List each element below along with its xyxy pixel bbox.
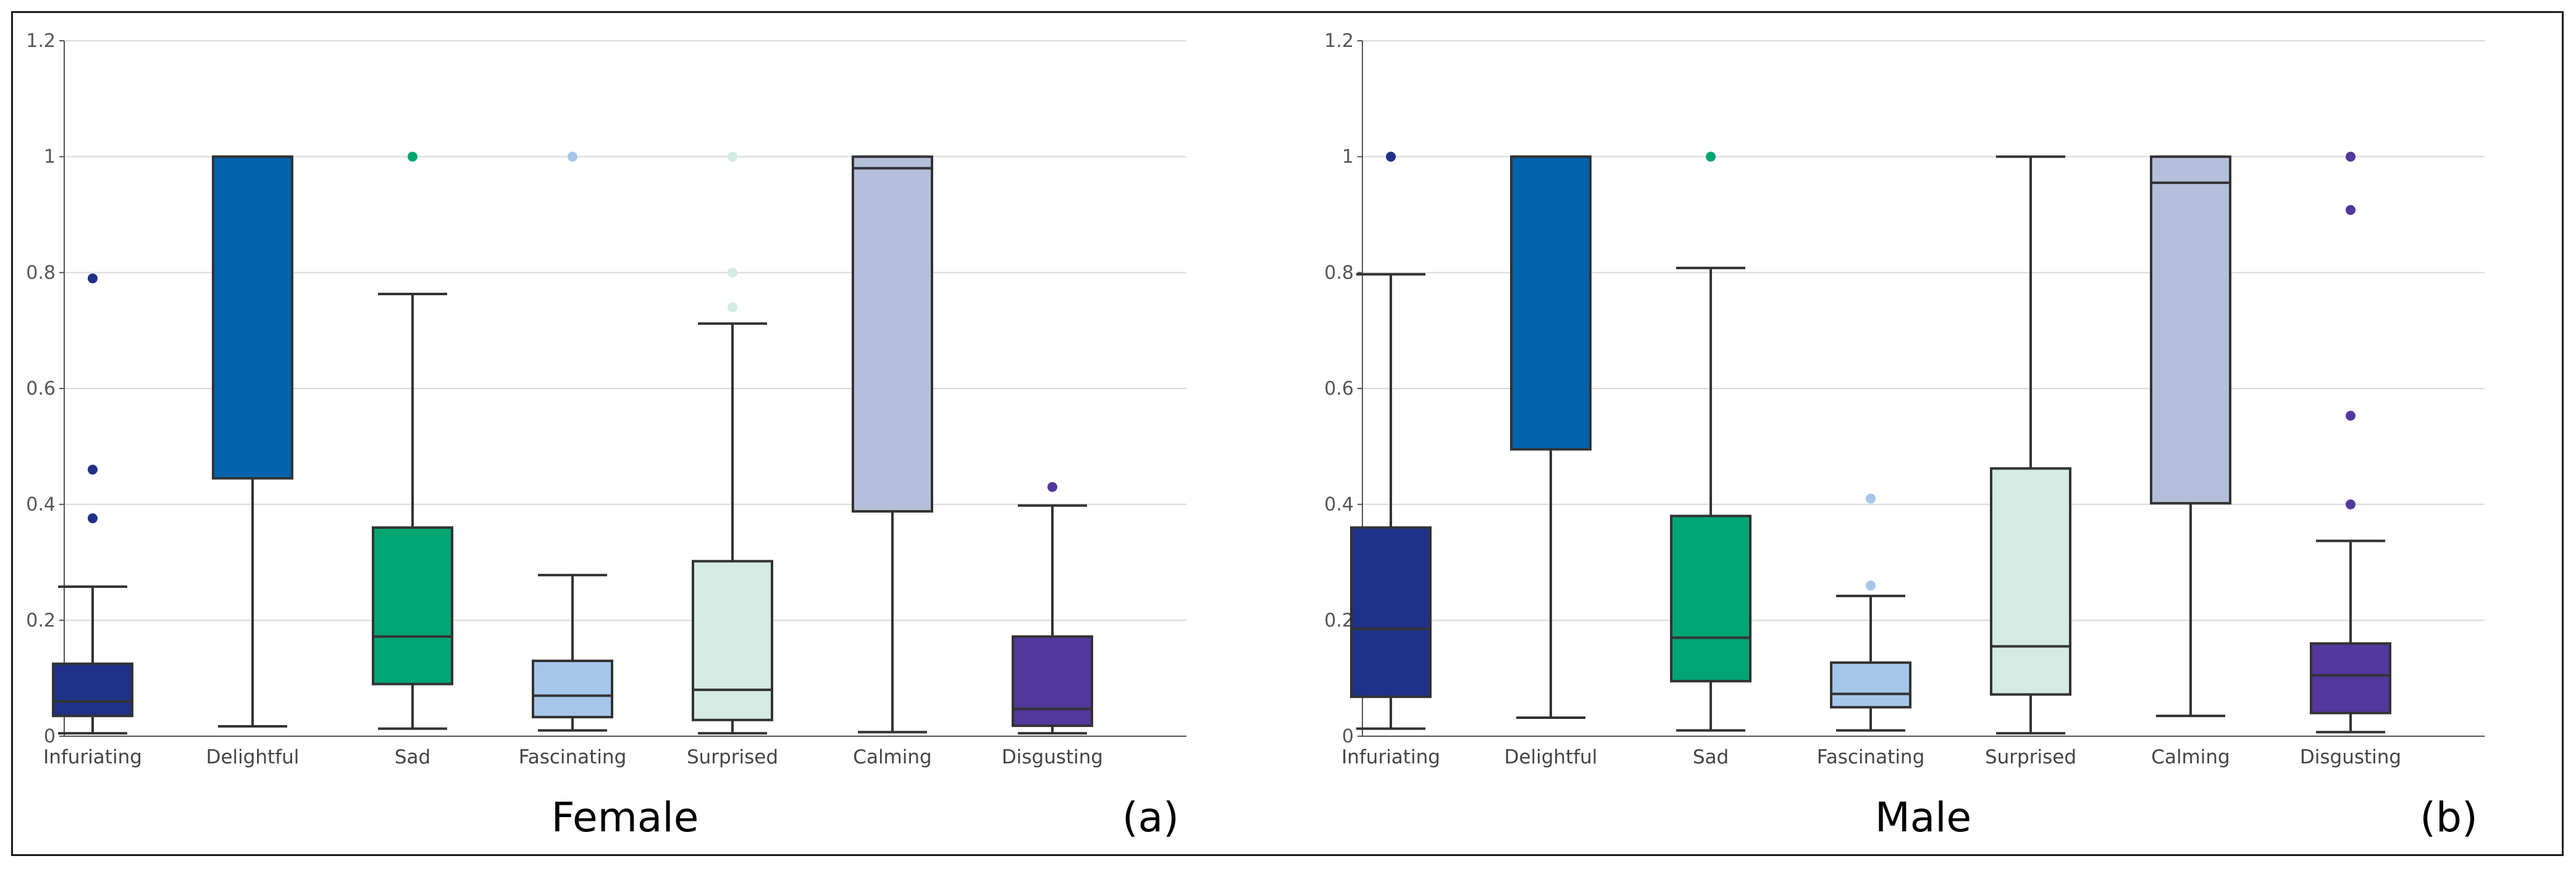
y-tick-label: 0 — [44, 726, 56, 747]
box-iqr — [2150, 155, 2231, 505]
box-iqr — [532, 660, 613, 719]
y-tick-label: 1.2 — [26, 30, 56, 52]
y-tick-label: 0.4 — [26, 494, 56, 516]
box-iqr — [1990, 467, 2071, 696]
outlier-point — [2346, 411, 2356, 421]
y-tick-label: 1.2 — [1324, 30, 1354, 52]
outlier-point — [728, 302, 737, 313]
box-iqr — [1510, 155, 1592, 451]
box-iqr — [1350, 526, 1432, 699]
figure: 0 0.2 0.4 0.6 0.8 1 1.2 Infuriating Delightful Sa… — [11, 11, 2564, 856]
y-tick-label: 0.4 — [1324, 494, 1354, 516]
panel-title: Female — [552, 794, 699, 841]
y-tick-label: 0.8 — [1324, 262, 1354, 283]
category-label: Infuriating — [1341, 746, 1440, 768]
outlier-point — [1386, 151, 1396, 162]
box-calming — [852, 155, 933, 734]
y-tick-label: 0.8 — [26, 262, 56, 283]
outlier-point — [1866, 581, 1876, 591]
box-iqr — [212, 155, 293, 480]
box-iqr — [1012, 635, 1093, 728]
box-iqr — [1670, 514, 1752, 682]
outlier-point — [2346, 151, 2356, 162]
chart-panel-a: 0 0.2 0.4 0.6 0.8 1 1.2 Infuriating Delightful Sa… — [26, 30, 1186, 841]
box-sad — [372, 151, 453, 730]
box-iqr — [372, 526, 453, 686]
outlier-point — [88, 464, 98, 475]
box-delightful — [1510, 155, 1592, 719]
category-label: Disgusting — [2300, 746, 2401, 768]
box-surprised — [692, 151, 773, 735]
box-sad — [1670, 151, 1752, 732]
category-label: Fascinating — [519, 746, 627, 768]
box-infuriating — [1350, 151, 1432, 730]
category-label: Infuriating — [43, 746, 142, 768]
outlier-point — [568, 151, 577, 162]
box-plot-figure: 0 0.2 0.4 0.6 0.8 1 1.2 Infuriating Delightful Sa… — [26, 30, 2485, 841]
y-tick-label: 0.6 — [26, 378, 56, 400]
outlier-point — [1866, 493, 1876, 504]
box-fascinating — [1830, 493, 1911, 732]
outlier-point — [88, 273, 98, 283]
y-tick-label: 0.2 — [26, 610, 56, 631]
box-calming — [2150, 155, 2231, 718]
outlier-point — [1706, 151, 1716, 162]
outlier-point — [728, 151, 737, 162]
y-tick-label: 1 — [1342, 146, 1354, 168]
outlier-point — [408, 151, 417, 162]
y-tick-label: 0.2 — [1324, 610, 1354, 631]
outlier-point — [2346, 499, 2356, 510]
outlier-point — [2346, 204, 2356, 215]
category-label: Delightful — [1504, 746, 1598, 768]
box-disgusting — [2310, 151, 2391, 734]
category-label: Calming — [853, 746, 931, 768]
category-label: Surprised — [1985, 746, 2076, 768]
box-iqr — [2310, 642, 2391, 715]
category-label: Sad — [1693, 746, 1729, 768]
box-surprised — [1990, 155, 2071, 735]
category-label: Calming — [2151, 746, 2230, 768]
box-iqr — [692, 560, 773, 721]
panel-label: (b) — [2420, 794, 2477, 841]
outlier-point — [88, 513, 98, 524]
y-tick-label: 0.6 — [1324, 378, 1354, 400]
category-label: Fascinating — [1817, 746, 1925, 768]
box-iqr — [852, 155, 933, 513]
box-fascinating — [532, 151, 613, 732]
box-delightful — [212, 155, 293, 728]
category-label: Delightful — [206, 746, 300, 768]
panel-title: Male — [1875, 794, 1971, 841]
box-disgusting — [1012, 482, 1093, 735]
y-tick-label: 1 — [44, 146, 56, 168]
category-label: Surprised — [687, 746, 778, 768]
panel-label: (a) — [1122, 794, 1179, 841]
box-iqr — [52, 662, 133, 718]
outlier-point — [1047, 482, 1057, 492]
outlier-point — [728, 267, 737, 278]
y-tick-label: 0 — [1342, 726, 1354, 747]
category-label: Disgusting — [1002, 746, 1103, 768]
box-iqr — [1830, 661, 1911, 709]
chart-panel-b: 0 0.2 0.4 0.6 0.8 1 1.2 Infuriating Delightful Sa… — [1324, 30, 2485, 841]
category-label: Sad — [395, 746, 430, 768]
box-infuriating — [52, 273, 133, 735]
